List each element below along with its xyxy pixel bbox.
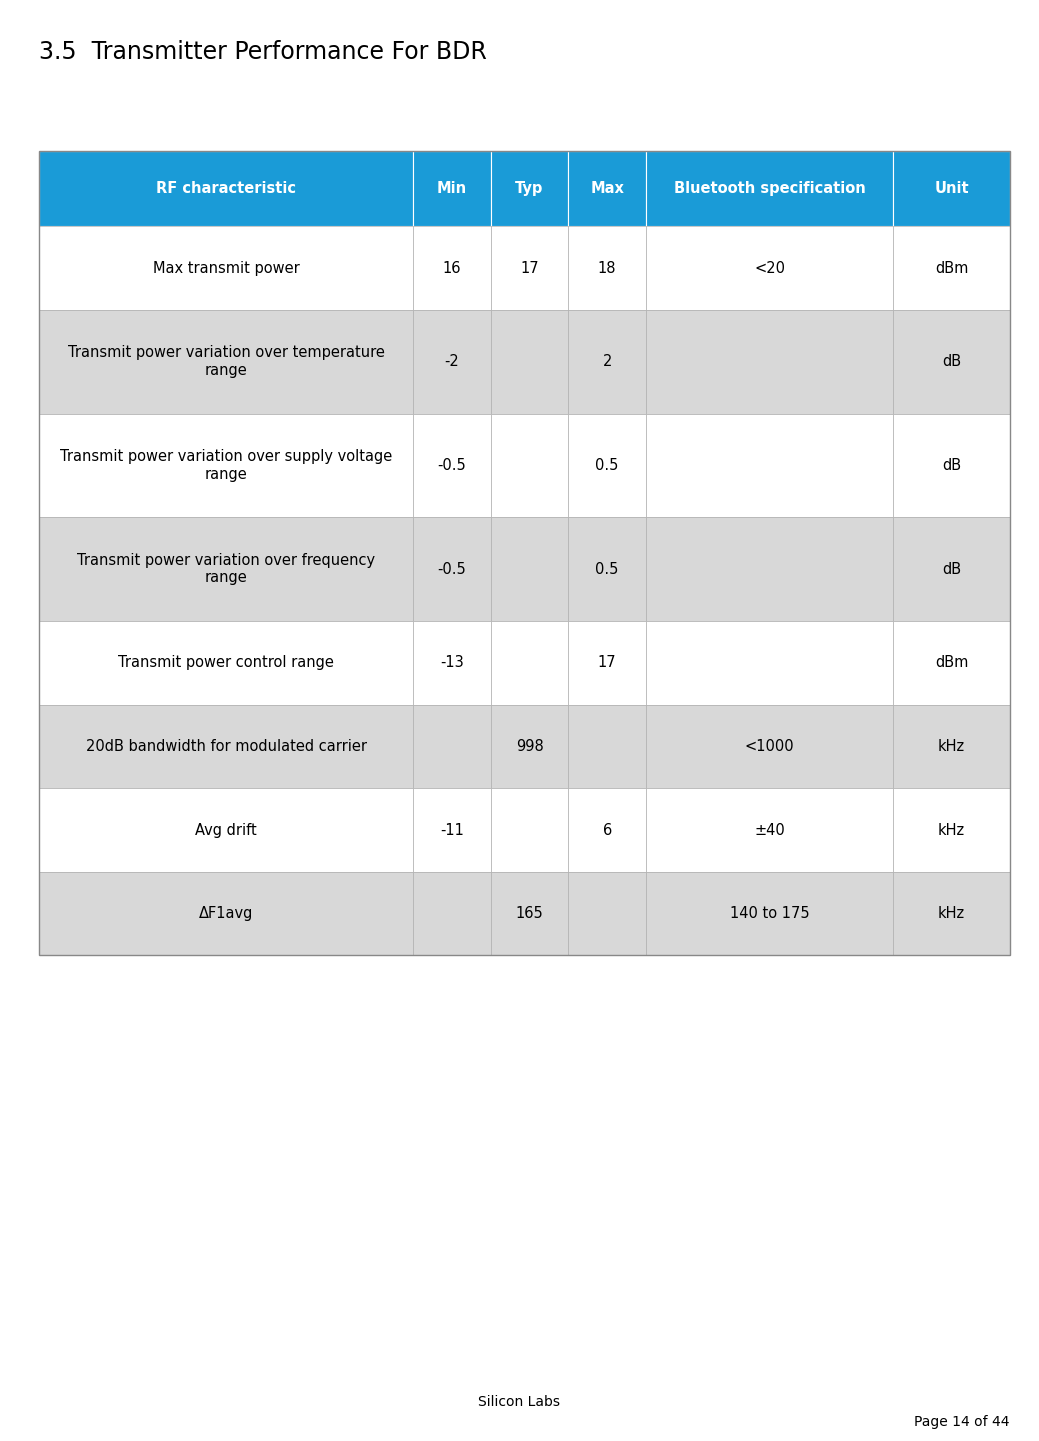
Text: Unit: Unit	[934, 182, 969, 196]
Text: dB: dB	[942, 458, 961, 473]
Text: 2: 2	[603, 354, 612, 369]
Text: Max transmit power: Max transmit power	[153, 261, 299, 275]
Text: Page 14 of 44: Page 14 of 44	[914, 1415, 1010, 1429]
Text: kHz: kHz	[938, 906, 965, 921]
Text: RF characteristic: RF characteristic	[156, 182, 296, 196]
Text: 0.5: 0.5	[595, 458, 619, 473]
Text: <20: <20	[754, 261, 785, 275]
Text: kHz: kHz	[938, 739, 965, 754]
Text: Transmit power variation over temperature
range: Transmit power variation over temperatur…	[68, 346, 384, 378]
Text: 18: 18	[597, 261, 616, 275]
Text: 998: 998	[515, 739, 543, 754]
Text: kHz: kHz	[938, 823, 965, 837]
Text: Min: Min	[436, 182, 467, 196]
Text: -2: -2	[445, 354, 459, 369]
Text: dB: dB	[942, 562, 961, 576]
Text: 165: 165	[515, 906, 543, 921]
Text: -0.5: -0.5	[437, 562, 467, 576]
Text: 17: 17	[597, 656, 616, 670]
Text: 140 to 175: 140 to 175	[730, 906, 809, 921]
Text: 17: 17	[521, 261, 539, 275]
Text: 16: 16	[443, 261, 461, 275]
Text: dBm: dBm	[935, 261, 968, 275]
Text: Avg drift: Avg drift	[195, 823, 258, 837]
Text: dB: dB	[942, 354, 961, 369]
Text: dBm: dBm	[935, 656, 968, 670]
Text: Silicon Labs: Silicon Labs	[479, 1395, 560, 1409]
Text: 0.5: 0.5	[595, 562, 619, 576]
Text: 20dB bandwidth for modulated carrier: 20dB bandwidth for modulated carrier	[86, 739, 367, 754]
Text: <1000: <1000	[745, 739, 795, 754]
Text: ±40: ±40	[754, 823, 785, 837]
Text: Typ: Typ	[515, 182, 543, 196]
Text: -13: -13	[441, 656, 463, 670]
Text: Max: Max	[590, 182, 624, 196]
Text: Transmit power variation over supply voltage
range: Transmit power variation over supply vol…	[60, 450, 393, 481]
Text: -11: -11	[439, 823, 463, 837]
Text: Transmit power control range: Transmit power control range	[118, 656, 335, 670]
Text: -0.5: -0.5	[437, 458, 467, 473]
Text: 6: 6	[603, 823, 612, 837]
Text: Transmit power variation over frequency
range: Transmit power variation over frequency …	[77, 553, 375, 585]
Text: ΔF1avg: ΔF1avg	[199, 906, 254, 921]
Text: 3.5  Transmitter Performance For BDR: 3.5 Transmitter Performance For BDR	[39, 40, 487, 65]
Text: Bluetooth specification: Bluetooth specification	[674, 182, 865, 196]
